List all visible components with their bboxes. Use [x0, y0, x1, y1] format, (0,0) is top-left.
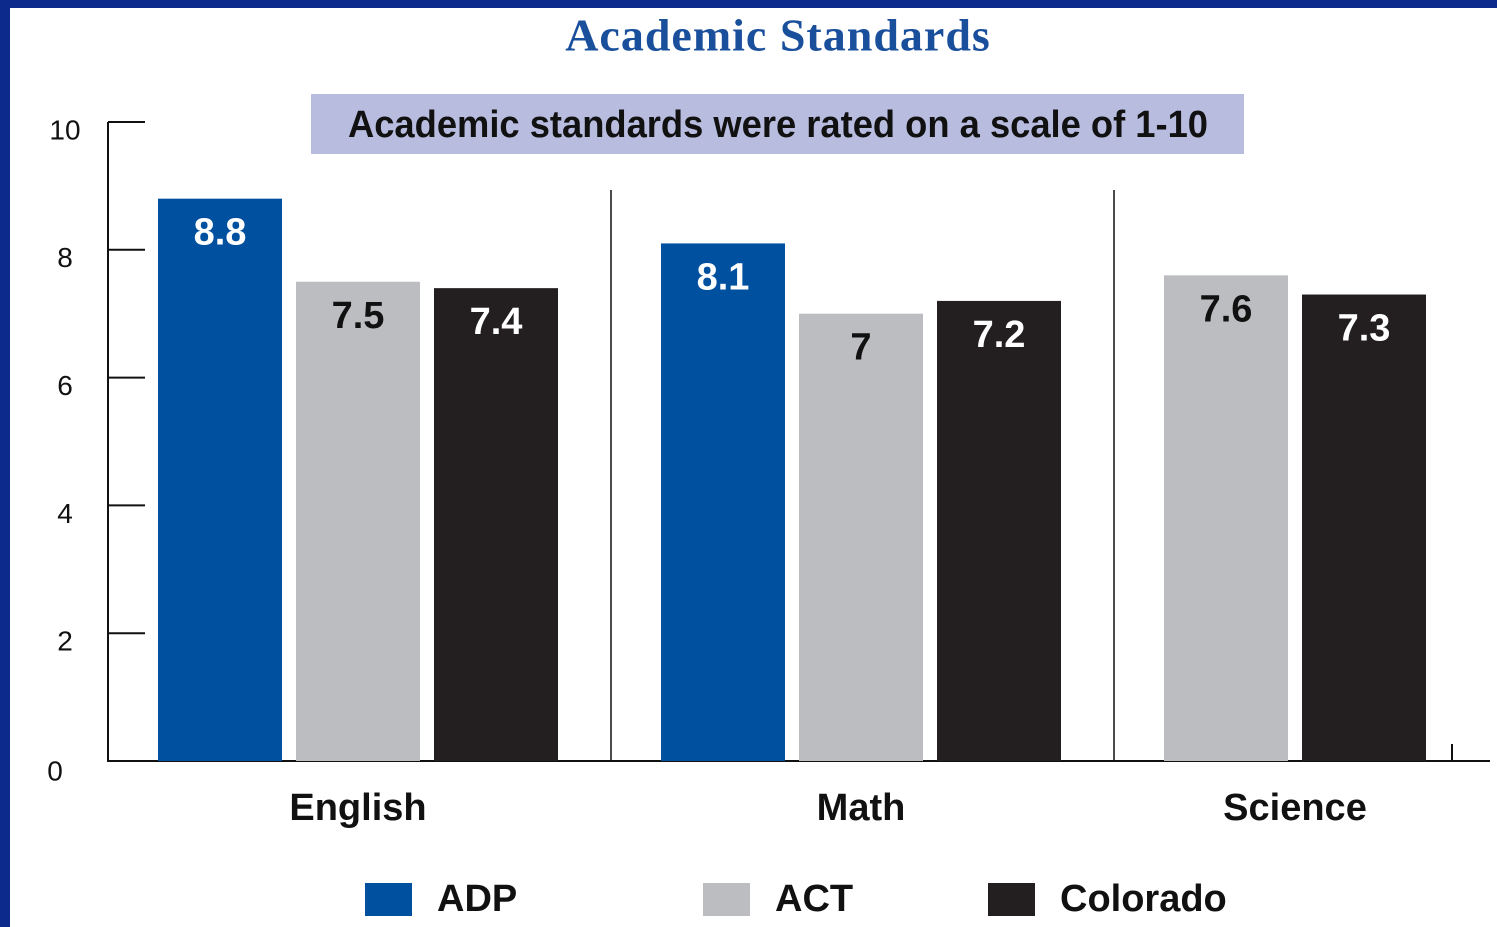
bar	[1164, 275, 1288, 761]
y-tick-label: 4	[57, 498, 73, 529]
y-tick-label: 6	[57, 370, 73, 401]
value-label: 7.5	[332, 295, 385, 337]
y-tick-label: 10	[49, 114, 80, 145]
annotation-box	[311, 94, 1244, 154]
value-label: 8.1	[697, 256, 750, 298]
bar	[1302, 294, 1426, 761]
bar	[799, 313, 923, 761]
value-label: 8.8	[194, 212, 247, 254]
bar	[937, 300, 1061, 761]
x-tick-label: Science	[1223, 787, 1367, 829]
value-label: 7.3	[1338, 308, 1391, 350]
legend-swatch	[988, 883, 1035, 916]
value-label: 7	[850, 327, 871, 369]
y-tick-label: 2	[57, 626, 73, 657]
annotation: Academic standards were rated on a scale…	[348, 104, 1208, 146]
bar	[434, 288, 558, 761]
value-label: 7.4	[470, 301, 523, 343]
legend-swatch	[703, 883, 750, 916]
legend-label: ADP	[437, 878, 517, 920]
y-tick-label: 0	[47, 755, 63, 786]
legend-swatch	[365, 883, 412, 916]
value-label: 7.6	[1200, 288, 1253, 330]
chart-title: Academic Standards	[565, 10, 991, 61]
x-tick-label: Math	[817, 787, 906, 829]
bar	[158, 198, 282, 761]
legend-label: ACT	[775, 878, 853, 920]
bar	[296, 281, 420, 761]
bar	[661, 243, 785, 761]
x-tick-label: English	[289, 787, 426, 829]
value-label: 7.2	[973, 314, 1026, 356]
legend-label: Colorado	[1060, 878, 1227, 920]
y-tick-label: 8	[57, 242, 73, 273]
